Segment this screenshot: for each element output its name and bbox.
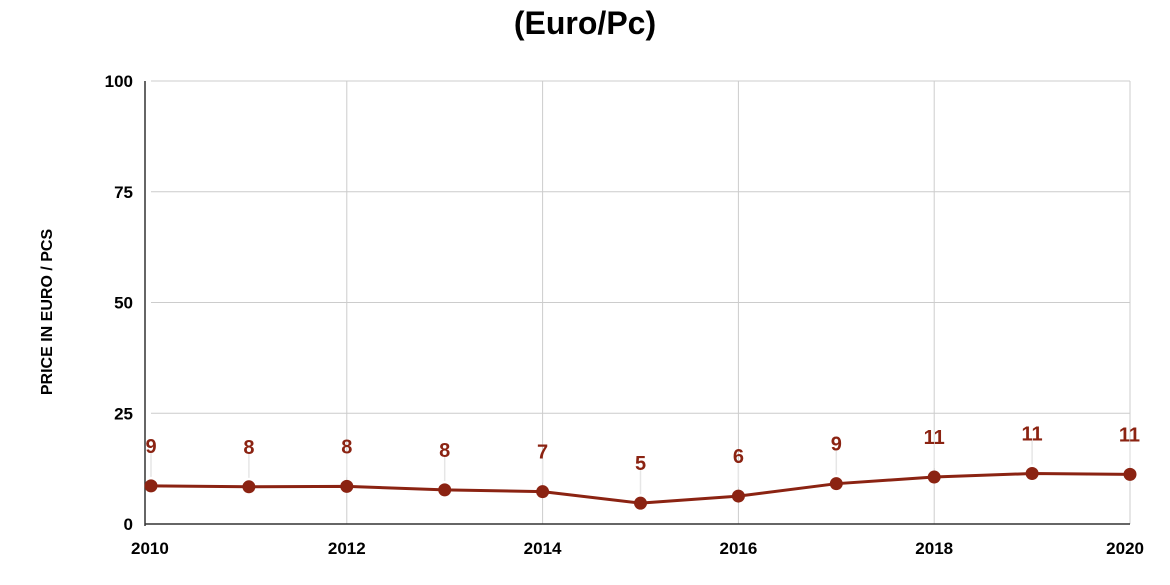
y-axis-title: PRICE IN EURO / PCS: [39, 229, 56, 396]
y-tick-label: 75: [114, 183, 133, 202]
data-point: [1025, 466, 1039, 480]
x-tick-label: 2020: [1106, 539, 1144, 558]
series-layer: 9 8 8 8 7 5 6 9 11 11 11: [144, 423, 1140, 510]
x-tick-label: 2018: [915, 539, 953, 558]
data-point: [340, 479, 354, 493]
y-tick-labels: 0 25 50 75 100: [105, 72, 133, 534]
x-tick-labels: 2010 2012 2014 2016 2018 2020: [131, 539, 1144, 558]
data-label: 9: [831, 434, 842, 456]
data-point: [1123, 467, 1137, 481]
data-point: [927, 470, 941, 484]
x-tick-label: 2012: [328, 539, 366, 558]
data-point: [536, 485, 550, 499]
data-point: [731, 489, 745, 503]
data-label: 5: [635, 453, 646, 475]
y-tick-label: 25: [114, 404, 133, 423]
data-label: 8: [439, 440, 450, 462]
data-label: 8: [243, 437, 254, 459]
data-point: [829, 477, 843, 491]
data-label: 11: [1119, 424, 1140, 446]
data-label: 7: [537, 442, 548, 464]
data-point: [438, 483, 452, 497]
gridlines: [151, 80, 1131, 524]
data-label: 9: [145, 436, 156, 458]
data-point: [242, 480, 256, 494]
data-label: 8: [341, 436, 352, 458]
x-tick-label: 2014: [524, 539, 562, 558]
x-tick-label: 2016: [719, 539, 757, 558]
y-tick-label: 50: [114, 294, 133, 313]
data-point: [144, 479, 158, 493]
data-label: 11: [924, 427, 945, 449]
y-tick-label: 0: [124, 515, 133, 534]
data-point: [634, 496, 647, 510]
axes: [144, 81, 1130, 526]
chart-title: (Euro/Pc): [514, 5, 656, 41]
data-label: 6: [733, 446, 744, 468]
data-label: 11: [1022, 423, 1043, 445]
x-tick-label: 2010: [131, 539, 169, 558]
y-tick-label: 100: [105, 72, 133, 91]
